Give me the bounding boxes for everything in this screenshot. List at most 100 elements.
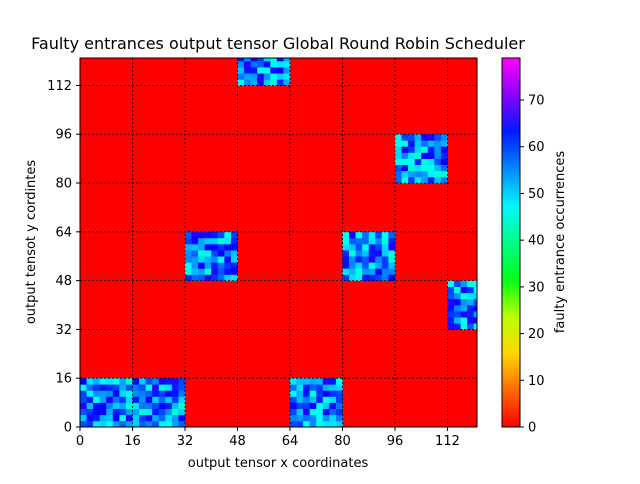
heatmap-cell — [184, 262, 192, 269]
heatmap-cell — [237, 58, 245, 62]
heatmap-cell — [132, 420, 140, 428]
heatmap-cell — [211, 256, 219, 263]
heatmap-cell — [368, 244, 376, 251]
heatmap-cell — [394, 134, 402, 141]
heatmap-cell — [217, 268, 225, 275]
heatmap-cell — [394, 176, 402, 184]
heatmap-cell — [198, 231, 205, 239]
heatmap-cell — [381, 231, 389, 239]
heatmap-cell — [401, 164, 409, 172]
heatmap-cell — [171, 408, 179, 416]
heatmap-cell — [414, 176, 422, 184]
y-axis-label: output tensot y cordintes — [24, 160, 39, 325]
heatmap-cell — [447, 311, 455, 318]
heatmap-cell — [375, 237, 383, 245]
heatmap-cell — [401, 134, 409, 141]
heatmap-cell — [303, 414, 310, 422]
heatmap-cell — [394, 146, 402, 153]
heatmap-cell — [145, 420, 153, 428]
heatmap-cell — [198, 256, 205, 263]
heatmap-cell — [191, 274, 199, 281]
heatmap-cell — [316, 402, 324, 409]
heatmap-cell — [171, 396, 179, 403]
heatmap-cell — [230, 268, 238, 275]
hot-region — [80, 378, 186, 428]
heatmap-cell — [283, 79, 291, 86]
heatmap-cell — [224, 256, 232, 263]
plot-frame — [79, 57, 478, 428]
heatmap-cell — [250, 61, 258, 68]
heatmap-cell — [296, 396, 304, 403]
heatmap-cell — [316, 384, 324, 391]
heatmap-cell — [93, 408, 100, 416]
hot-region — [394, 134, 448, 184]
heatmap-cell — [93, 402, 100, 409]
heatmap-cell — [414, 158, 422, 166]
heatmap-cell — [119, 396, 127, 403]
heatmap-cell — [394, 140, 402, 147]
heatmap-cell — [309, 390, 317, 397]
heatmap-cell — [171, 378, 179, 385]
heatmap-cell — [375, 262, 383, 269]
heatmap-cell — [158, 402, 166, 409]
heatmap-cell — [178, 396, 186, 403]
heatmap-cell — [401, 170, 409, 178]
heatmap-cell — [283, 58, 291, 62]
heatmap-cell — [440, 152, 448, 159]
heatmap-cell — [401, 152, 409, 159]
heatmap-cell — [171, 390, 179, 397]
heatmap-cell — [257, 58, 265, 62]
heatmap-cell — [191, 268, 199, 275]
heatmap-cell — [211, 231, 219, 239]
x-tick-label: 0 — [76, 434, 84, 449]
x-tick-label: 16 — [124, 434, 141, 449]
heatmap-cell — [388, 237, 396, 245]
heatmap-cell — [184, 268, 192, 275]
heatmap-cell — [473, 305, 478, 312]
heatmap-cell — [178, 402, 186, 409]
heatmap-cell — [329, 408, 337, 416]
heatmap-cell — [99, 390, 107, 397]
heatmap-cell — [106, 402, 114, 409]
heatmap-cell — [191, 231, 199, 239]
heatmap-cell — [303, 396, 310, 403]
heatmap-cell — [454, 323, 461, 330]
heatmap-cell — [427, 164, 435, 172]
heatmap-cell — [184, 237, 192, 245]
heatmap-cell — [342, 250, 350, 257]
heatmap-cell — [112, 414, 120, 422]
heatmap-cell — [335, 402, 343, 409]
heatmap-cell — [421, 146, 429, 153]
heatmap-cell — [342, 231, 350, 239]
heatmap-cell — [362, 244, 370, 251]
heatmap-cell — [434, 140, 442, 147]
y-tick-label: 0 — [64, 421, 72, 436]
heatmap-cell — [335, 414, 343, 422]
heatmap-cell — [454, 317, 461, 324]
heatmap-cell — [355, 262, 363, 269]
heatmap-cell — [112, 390, 120, 397]
heatmap-cell — [86, 420, 94, 428]
heatmap-cell — [125, 414, 133, 422]
heatmap-cell — [250, 67, 258, 74]
hot-region — [289, 378, 343, 428]
heatmap-cell — [244, 58, 251, 62]
heatmap-cell — [362, 250, 370, 257]
x-tick-label: 96 — [387, 434, 404, 449]
heatmap-cell — [322, 420, 330, 428]
heatmap-cell — [191, 237, 199, 245]
heatmap-cell — [355, 268, 363, 275]
heatmap-cell — [303, 390, 310, 397]
heatmap-cell — [362, 268, 370, 275]
heatmap-cell — [349, 237, 356, 245]
heatmap-cell — [388, 262, 396, 269]
heatmap-cell — [335, 390, 343, 397]
heatmap-cell — [375, 256, 383, 263]
heatmap-cell — [250, 79, 258, 86]
heatmap-cell — [362, 262, 370, 269]
heatmap-cell — [86, 402, 94, 409]
heatmap-cell — [309, 414, 317, 422]
heatmap-cell — [257, 79, 265, 86]
heatmap-cell — [230, 256, 238, 263]
heatmap-cell — [119, 414, 127, 422]
